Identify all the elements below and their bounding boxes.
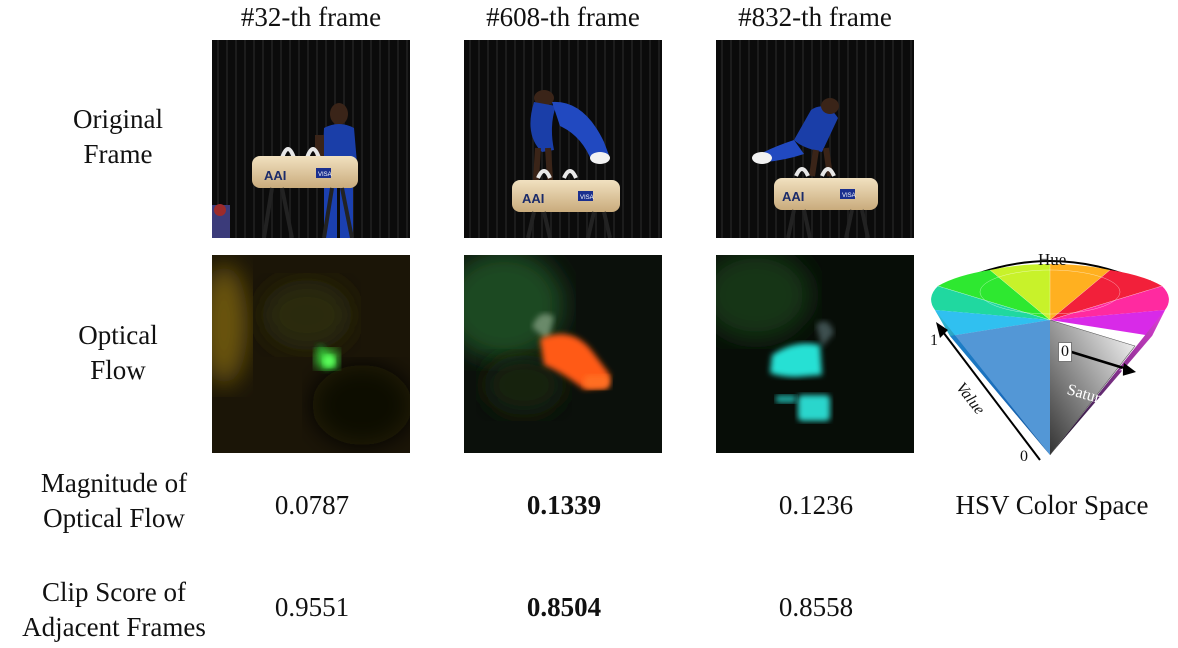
optical-flow-1 bbox=[212, 255, 410, 453]
original-frame-1-graphic: AAI VISA bbox=[212, 40, 410, 238]
clip-value-3: 0.8558 bbox=[778, 592, 854, 622]
original-frame-2: AAI VISA bbox=[464, 40, 662, 238]
row-label-clip-line2: Adjacent Frames bbox=[22, 612, 206, 643]
optical-flow-2 bbox=[464, 255, 662, 453]
hsv-saturation-one: 1 bbox=[1118, 366, 1126, 383]
row-label-flow: Optical Flow bbox=[18, 318, 218, 388]
frame-3-badge: VISA bbox=[842, 193, 856, 199]
frame-2-sign: AAI bbox=[522, 191, 544, 206]
row-label-original-line2: Frame bbox=[83, 139, 153, 170]
magnitude-value-2: 0.1339 bbox=[526, 490, 602, 520]
original-frame-2-graphic: AAI VISA bbox=[464, 40, 662, 238]
clip-value-2: 0.8504 bbox=[526, 592, 602, 622]
column-header-1: #32-th frame bbox=[240, 2, 382, 32]
original-frame-3: AAI VISA bbox=[716, 40, 914, 238]
row-label-magnitude-line2: Optical Flow bbox=[43, 503, 185, 534]
hsv-center-zero: 0 bbox=[1058, 342, 1072, 362]
clip-value-1: 0.9551 bbox=[274, 592, 350, 622]
hsv-value-zero: 0 bbox=[1020, 448, 1028, 465]
frame-3-sign: AAI bbox=[782, 189, 804, 204]
hsv-value-one: 1 bbox=[930, 332, 938, 349]
row-label-clip: Clip Score of Adjacent Frames bbox=[14, 575, 214, 645]
original-frame-3-graphic: AAI VISA bbox=[716, 40, 914, 238]
frame-1-sign: AAI bbox=[264, 168, 286, 183]
row-label-clip-line1: Clip Score of bbox=[42, 577, 186, 607]
row-label-original-line1: Original bbox=[73, 104, 163, 134]
row-label-flow-line2: Flow bbox=[90, 355, 146, 386]
optical-flow-3 bbox=[716, 255, 914, 453]
hsv-caption: HSV Color Space bbox=[955, 490, 1149, 520]
frame-1-badge: VISA bbox=[318, 172, 332, 178]
optical-flow-1-graphic bbox=[212, 255, 410, 453]
row-label-original: Original Frame bbox=[18, 102, 218, 172]
column-header-3: #832-th frame bbox=[738, 2, 892, 32]
row-label-flow-line1: Optical bbox=[78, 320, 158, 350]
optical-flow-2-graphic bbox=[464, 255, 662, 453]
optical-flow-3-graphic bbox=[716, 255, 914, 453]
magnitude-value-3: 0.1236 bbox=[778, 490, 854, 520]
column-header-2: #608-th frame bbox=[486, 2, 640, 32]
row-label-magnitude-line1: Magnitude of bbox=[40, 468, 188, 498]
row-label-magnitude: Magnitude of Optical Flow bbox=[14, 466, 214, 536]
hsv-hue-label: Hue bbox=[1038, 250, 1067, 269]
hsv-diagram-graphic bbox=[931, 260, 1169, 461]
hsv-diagram: Hue 1 Value 0 0 1 Saturation bbox=[930, 250, 1170, 468]
magnitude-value-1: 0.0787 bbox=[274, 490, 350, 520]
original-frame-1: AAI VISA bbox=[212, 40, 410, 238]
frame-2-badge: VISA bbox=[580, 195, 594, 201]
